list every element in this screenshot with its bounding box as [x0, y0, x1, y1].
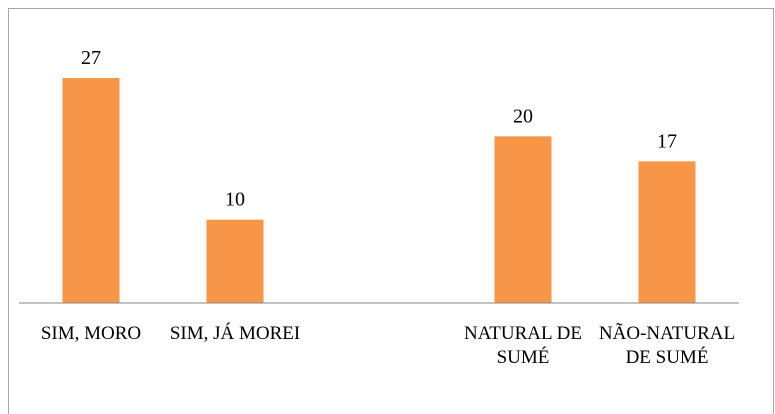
x-tick-label: NATURAL DE SUMÉ	[463, 323, 583, 368]
chart-border	[8, 8, 774, 414]
data-label: 27	[81, 47, 101, 69]
x-tick-label: SIM, MORO	[40, 323, 142, 344]
x-tick-label: SIM, JÁ MOREI	[169, 323, 301, 344]
data-label: 20	[513, 105, 533, 127]
data-label: 10	[225, 189, 245, 211]
bar	[62, 78, 120, 303]
bar	[206, 219, 264, 303]
data-label: 17	[657, 130, 677, 152]
x-tick-label: NÃO-NATURAL DE SUMÉ	[598, 323, 736, 368]
bar	[494, 136, 552, 303]
bar	[638, 161, 696, 303]
